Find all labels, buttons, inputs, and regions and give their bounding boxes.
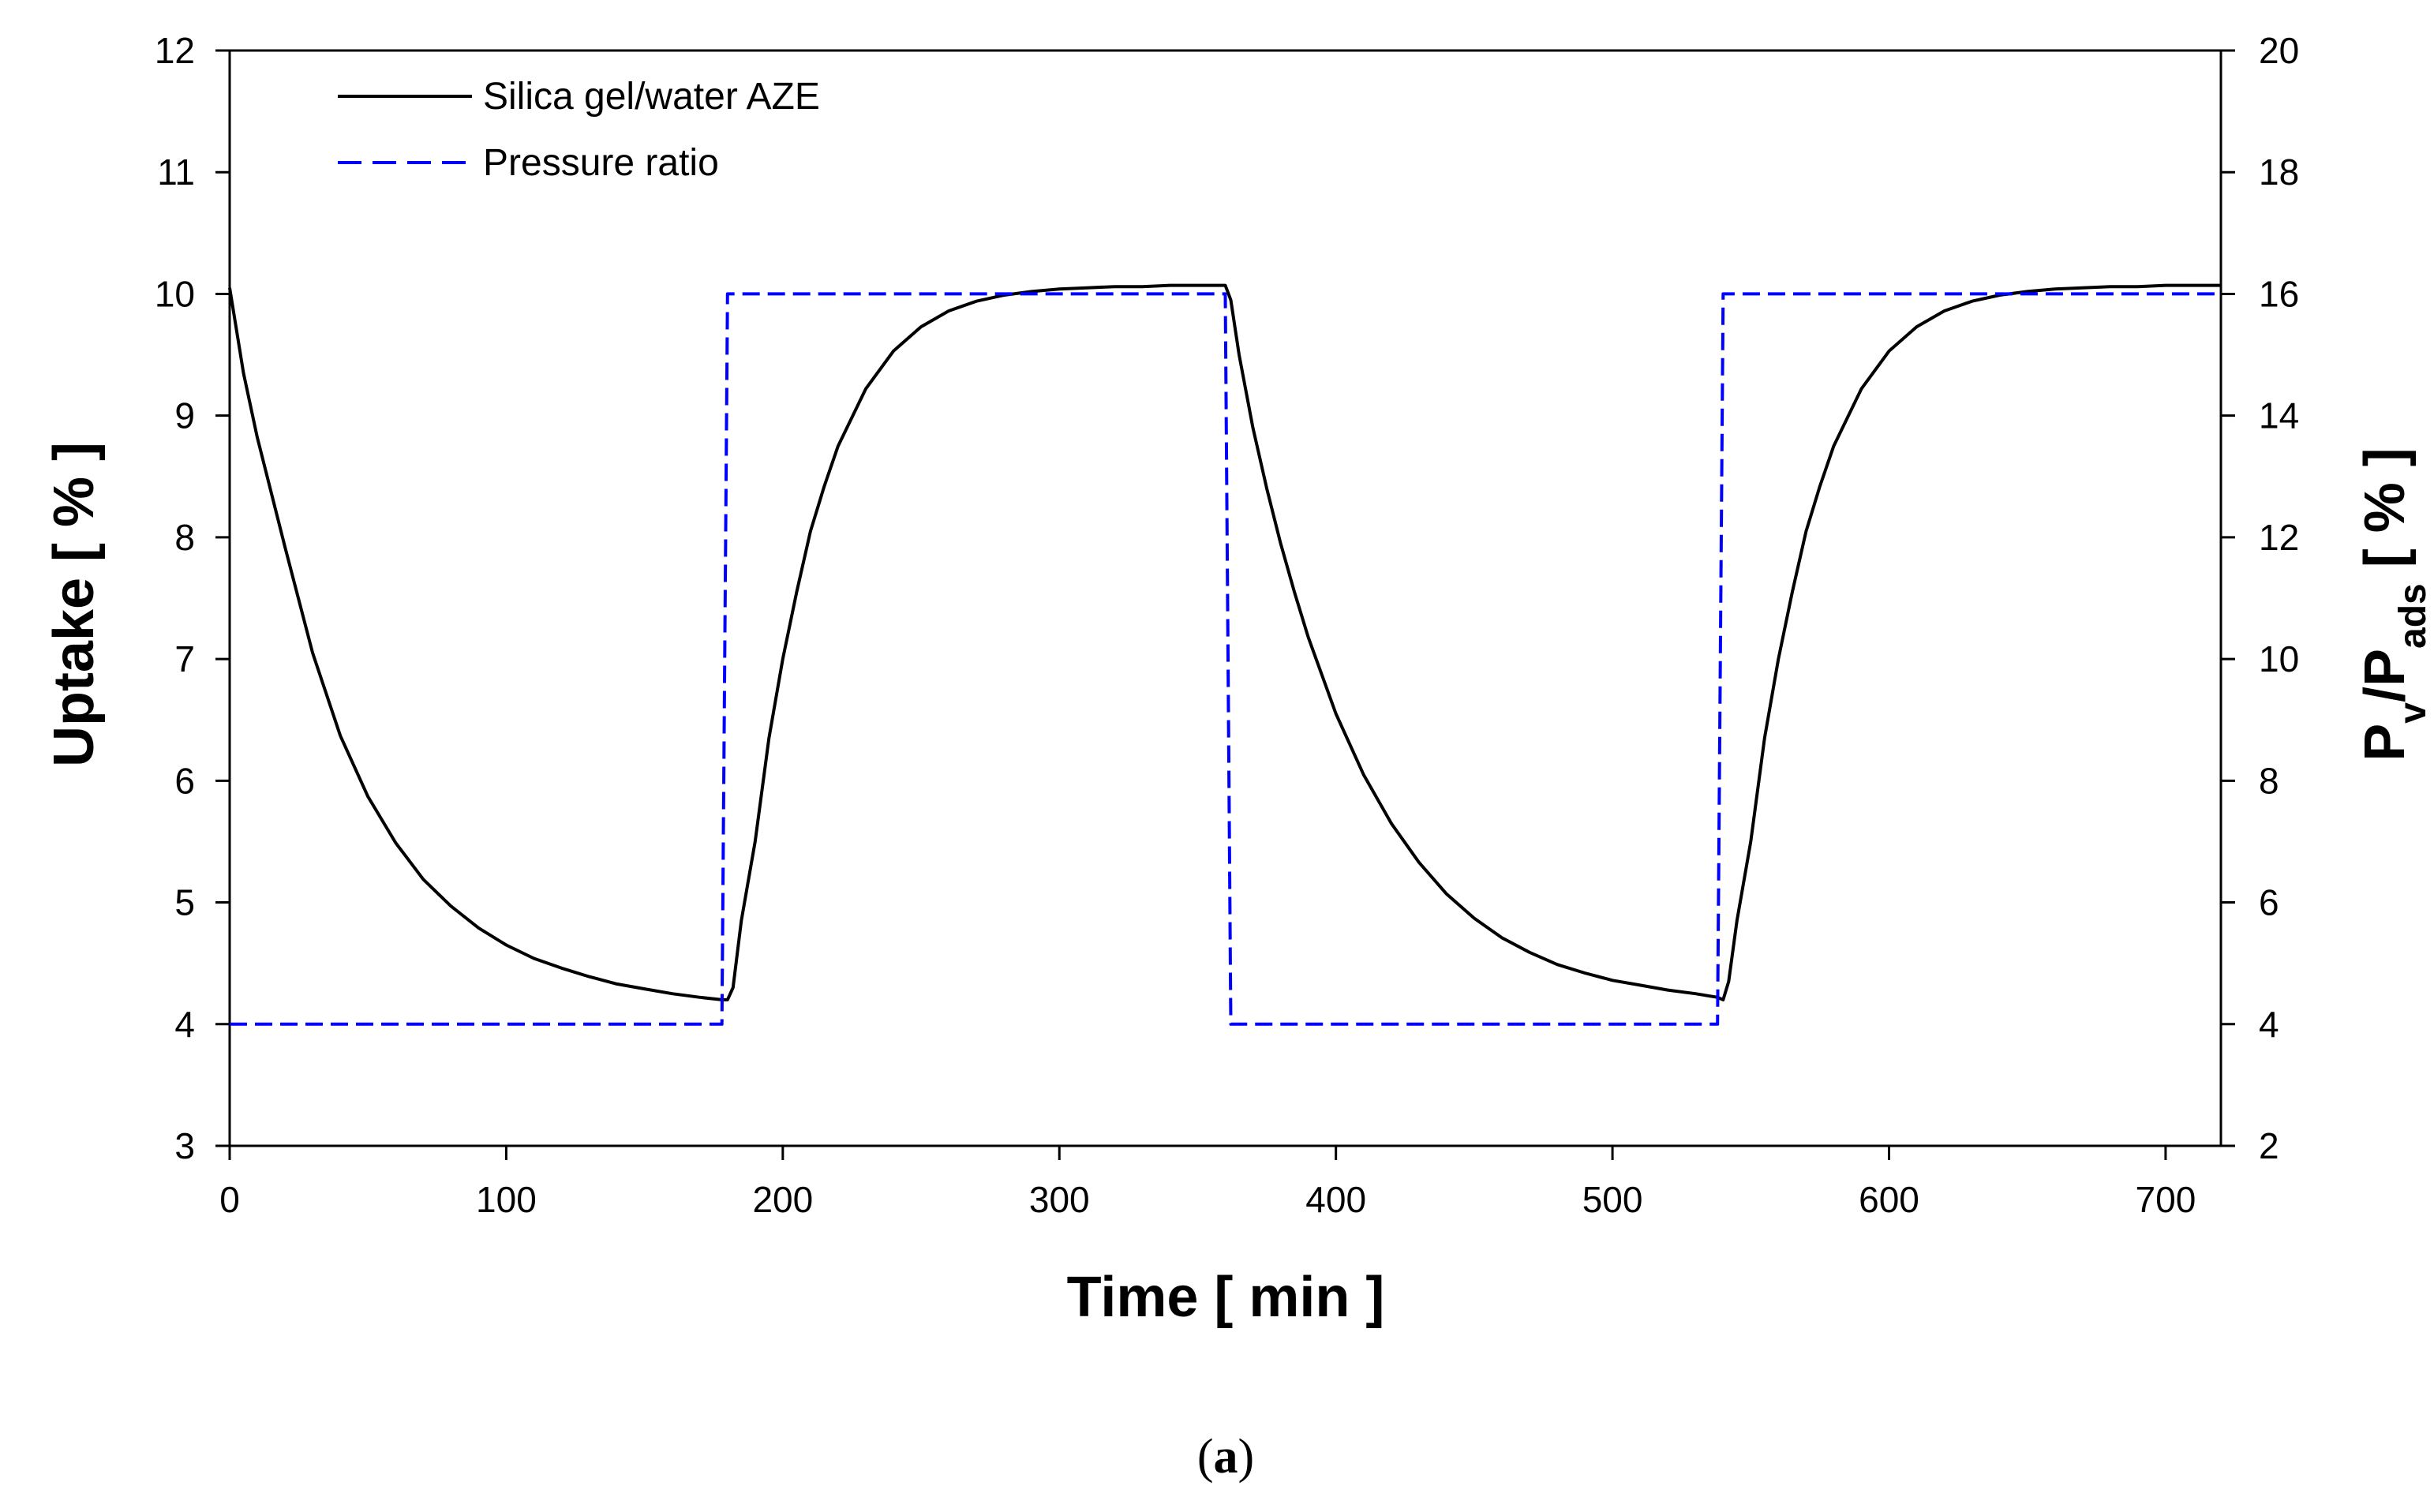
x-tick-label: 100	[476, 1179, 537, 1220]
legend-label-uptake: Silica gel/water AZE	[483, 76, 820, 118]
x-tick-label: 200	[752, 1179, 813, 1220]
y2-title-sub-v: v	[2392, 702, 2434, 724]
y-tick-label: 7	[174, 638, 195, 679]
y2-tick-label: 4	[2259, 1004, 2279, 1045]
plot-border	[228, 49, 2222, 1147]
x-tick-label: 400	[1305, 1179, 1366, 1220]
legend: Silica gel/water AZE Pressure ratio	[338, 76, 820, 184]
y2-title-unit: [ % ]	[2353, 447, 2417, 583]
y2-tick-label: 20	[2259, 30, 2299, 71]
y-tick-label: 12	[155, 30, 195, 71]
y2-axis-ticks: 2 4 6 8 10 12 14 16 18 20	[2221, 30, 2299, 1166]
y-axis-ticks: 3 4 5 6 7 8 9 10 11 12	[155, 30, 230, 1166]
plot-frame	[228, 49, 2222, 1147]
series-layer	[228, 283, 2221, 1026]
y2-axis-title: Pv/Pads [ % ]	[2353, 447, 2434, 761]
y-tick-label: 11	[157, 152, 195, 193]
y-tick-label: 8	[174, 517, 195, 558]
x-axis-title: Time [ min ]	[1067, 1266, 1385, 1329]
y2-title-p: P	[2353, 724, 2417, 762]
x-axis-ticks: 0 100 200 300 400 500 600 700	[219, 1146, 2196, 1220]
y-tick-label: 6	[174, 760, 195, 801]
y-tick-label: 9	[174, 395, 195, 436]
y2-tick-label: 8	[2259, 760, 2279, 801]
y2-tick-label: 10	[2259, 638, 2299, 679]
panel-label-letter: a	[1214, 1430, 1238, 1484]
y2-tick-label: 12	[2259, 517, 2299, 558]
x-tick-label: 600	[1859, 1179, 1919, 1220]
series-line-uptake	[228, 283, 2221, 1001]
panel-label: (a)	[1197, 1430, 1254, 1484]
y2-tick-label: 2	[2259, 1125, 2279, 1166]
y-axis-title: Uptake [ % ]	[43, 442, 106, 767]
panel-label-close: )	[1238, 1430, 1255, 1484]
y2-tick-label: 18	[2259, 152, 2299, 193]
y-tick-label: 4	[174, 1004, 195, 1045]
series-line-pressure-ratio	[230, 292, 2221, 1026]
x-tick-label: 300	[1029, 1179, 1090, 1220]
y2-tick-label: 6	[2259, 882, 2279, 923]
panel-label-open: (	[1197, 1430, 1214, 1484]
x-tick-label: 0	[219, 1179, 240, 1220]
y2-tick-label: 14	[2259, 395, 2299, 436]
x-tick-label: 700	[2136, 1179, 2196, 1220]
y-tick-label: 3	[174, 1125, 195, 1166]
x-tick-label: 500	[1582, 1179, 1643, 1220]
y-tick-label: 5	[174, 882, 195, 923]
y-tick-label: 10	[155, 273, 195, 314]
y2-title-sub-ads: ads	[2392, 583, 2434, 649]
y2-tick-label: 16	[2259, 273, 2299, 314]
legend-label-pressure: Pressure ratio	[483, 142, 719, 184]
y2-title-slash-p: /P	[2353, 649, 2417, 702]
